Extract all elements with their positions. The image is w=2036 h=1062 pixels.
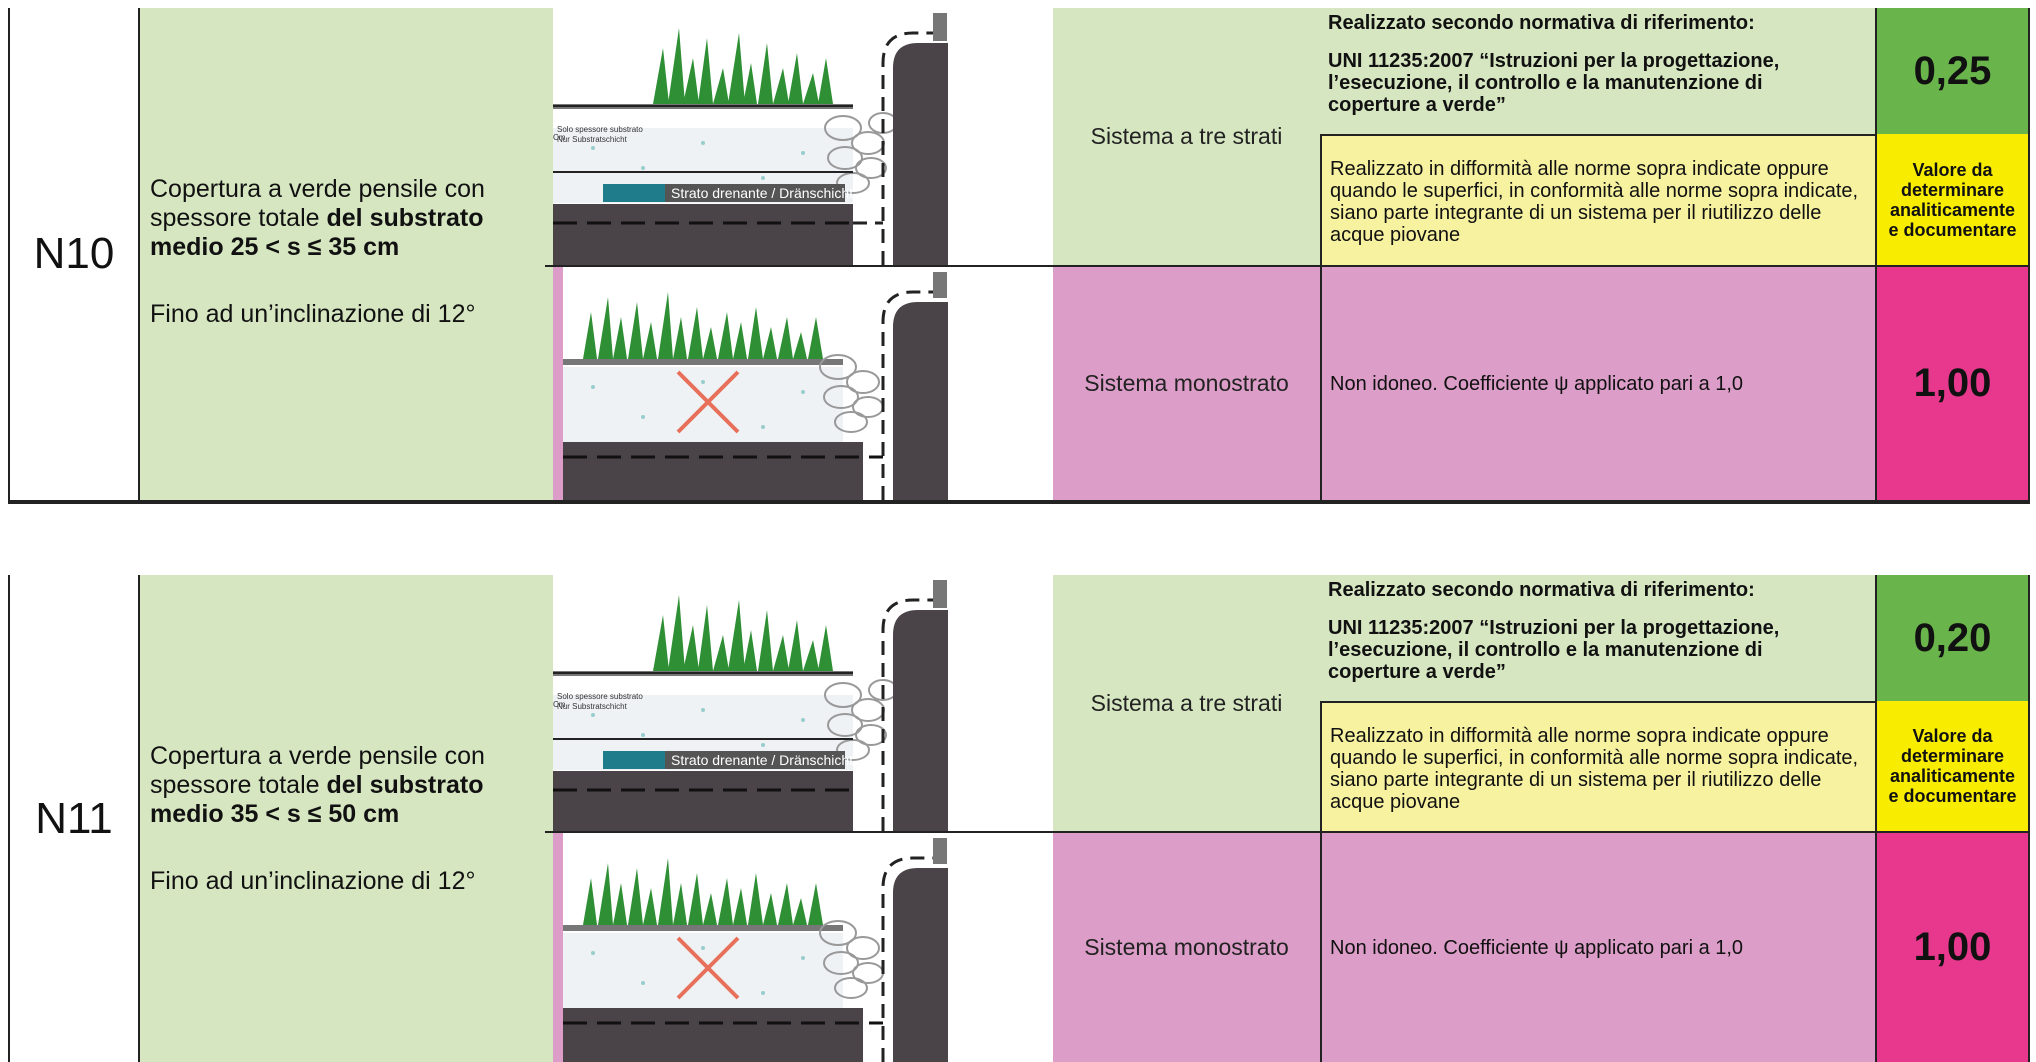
row-description: Copertura a verde pensile con spessore t… bbox=[138, 575, 553, 1062]
alt-text: Realizzato in difformità alle norme sopr… bbox=[1330, 725, 1859, 813]
inclination-text: Fino ad un’inclinazione di 12° bbox=[150, 867, 476, 895]
monolayer-text: Non idoneo. Coefficiente ψ applicato par… bbox=[1330, 936, 1744, 959]
coefficient-alt-value: Valore da determinare analiticamente e d… bbox=[1875, 134, 2030, 265]
coefficient-monolayer-value: 1,00 bbox=[1875, 833, 2030, 1062]
description-bold: del substrato medio 35 < s ≤ 50 cm bbox=[150, 771, 484, 828]
monolayer-illustration bbox=[553, 833, 1053, 1062]
norm-reference: Realizzato secondo normativa di riferime… bbox=[1320, 575, 1875, 701]
inclination-text: Fino ad un’inclinazione di 12° bbox=[150, 300, 476, 328]
img-cm-label: Cm bbox=[553, 133, 566, 142]
norm-reference: Realizzato secondo normativa di riferime… bbox=[1320, 8, 1875, 134]
monolayer-illustration bbox=[553, 267, 1053, 500]
row-description: Copertura a verde pensile con spessore t… bbox=[138, 8, 553, 500]
norm-title: Realizzato secondo normativa di riferime… bbox=[1328, 579, 1755, 601]
system-three-layer: Sistema a tre strati bbox=[1053, 8, 1320, 265]
img-substrate-label: Solo spessore substrato bbox=[557, 125, 643, 134]
img-substrate-label-de: Nur Substratschicht bbox=[557, 135, 628, 144]
norm-text: UNI 11235:2007 “Istruzioni per la proget… bbox=[1328, 50, 1780, 116]
norm-alternative: Realizzato in difformità alle norme sopr… bbox=[1320, 134, 1875, 265]
description-bold: del substrato medio 25 < s ≤ 35 cm bbox=[150, 204, 484, 261]
coefficient-value: 0,20 bbox=[1875, 575, 2030, 701]
description-text: Copertura a verde pensile con spessore t… bbox=[150, 742, 485, 799]
system-monolayer: Sistema monostrato bbox=[1053, 833, 1320, 1062]
row-n10: N10 Copertura a verde pensile con spesso… bbox=[8, 8, 2030, 504]
row-code: N11 bbox=[8, 575, 138, 1062]
alt-text: Realizzato in difformità alle norme sopr… bbox=[1330, 158, 1859, 246]
img-drain-label: Strato drenante / Dränschicht bbox=[671, 752, 853, 768]
norm-alternative: Realizzato in difformità alle norme sopr… bbox=[1320, 701, 1875, 831]
monolayer-note: Non idoneo. Coefficiente ψ applicato par… bbox=[1320, 833, 1875, 1062]
row-n11: N11 Copertura a verde pensile con spesso… bbox=[8, 575, 2030, 1062]
img-substrate-label-de: Nur Substratschicht bbox=[557, 702, 628, 711]
three-layer-illustration: Cm Solo spessore substrato Nur Substrats… bbox=[553, 575, 1053, 831]
monolayer-note: Non idoneo. Coefficiente ψ applicato par… bbox=[1320, 267, 1875, 500]
img-drain-label: Strato drenante / Dränschicht bbox=[671, 185, 853, 201]
img-cm-label: Cm bbox=[553, 700, 566, 709]
img-substrate-label: Solo spessore substrato bbox=[557, 692, 643, 701]
description-text: Copertura a verde pensile con spessore t… bbox=[150, 175, 485, 232]
coefficient-alt-value: Valore da determinare analiticamente e d… bbox=[1875, 701, 2030, 831]
coefficient-monolayer-value: 1,00 bbox=[1875, 267, 2030, 500]
three-layer-illustration: Cm Solo spessore substrato Nur Substrats… bbox=[553, 8, 1053, 265]
system-monolayer: Sistema monostrato bbox=[1053, 267, 1320, 500]
norm-title: Realizzato secondo normativa di riferime… bbox=[1328, 12, 1755, 34]
monolayer-text: Non idoneo. Coefficiente ψ applicato par… bbox=[1330, 372, 1744, 395]
norm-text: UNI 11235:2007 “Istruzioni per la proget… bbox=[1328, 617, 1780, 683]
row-code: N10 bbox=[8, 8, 138, 500]
system-three-layer: Sistema a tre strati bbox=[1053, 575, 1320, 831]
coefficient-value: 0,25 bbox=[1875, 8, 2030, 134]
